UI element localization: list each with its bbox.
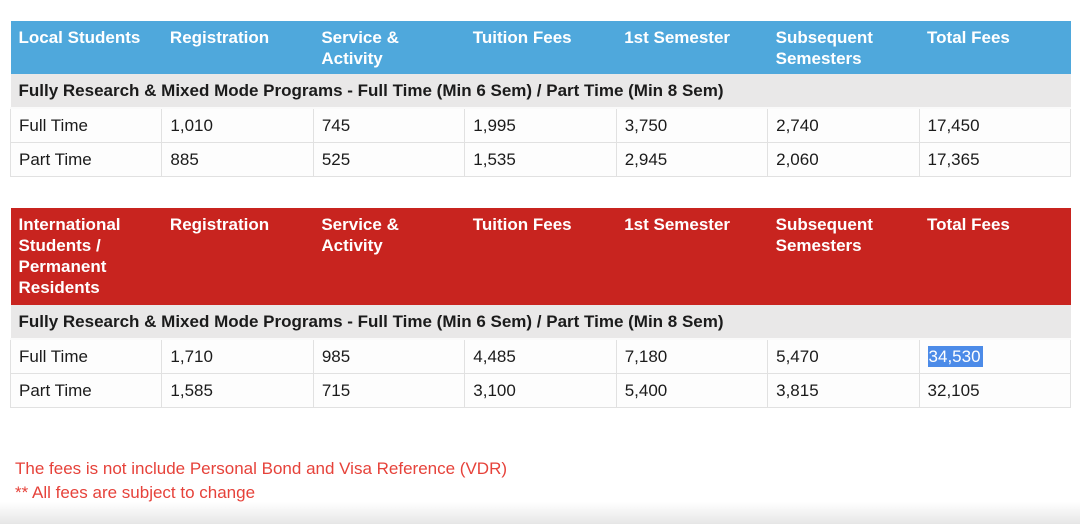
fee-cell: 3,750 — [615, 107, 769, 143]
fee-cell: 4,485 — [464, 338, 617, 374]
fee-cell: 17,450 — [918, 107, 1072, 143]
fee-cell: 5,470 — [767, 338, 920, 374]
program-subheader-row: Fully Research & Mixed Mode Programs - F… — [10, 74, 1071, 109]
fee-cell: 1,535 — [464, 142, 617, 177]
fee-cell: 2,060 — [767, 142, 920, 177]
column-header-local-students: Local Students — [10, 21, 162, 74]
note-vdr: The fees is not include Personal Bond an… — [15, 459, 508, 478]
column-header-tuition-fees: Tuition Fees — [464, 21, 617, 74]
fees-page: Local Students Registration Service & Ac… — [9, 21, 1072, 505]
table-row: Part Time 885 525 1,535 2,945 2,060 17,3… — [9, 142, 1072, 177]
row-label: Full Time — [9, 338, 163, 374]
column-header-registration: Registration — [161, 208, 314, 305]
fee-cell: 2,945 — [615, 142, 769, 177]
program-subheader-text: Fully Research & Mixed Mode Programs - F… — [10, 305, 1071, 340]
column-header-total-fees: Total Fees — [919, 21, 1071, 74]
selected-total-fees-value[interactable]: 34,530 — [927, 346, 983, 367]
row-label: Full Time — [9, 107, 163, 143]
fee-cell: 1,995 — [464, 107, 617, 143]
international-students-header-row: International Students / Permanent Resid… — [10, 208, 1071, 305]
column-header-service-activity: Service & Activity — [313, 21, 465, 74]
fee-cell: 5,400 — [615, 373, 769, 408]
column-header-subsequent-semesters: Subsequent Semesters — [767, 21, 920, 74]
row-label: Part Time — [9, 373, 163, 408]
local-students-header-row: Local Students Registration Service & Ac… — [10, 21, 1071, 74]
table-row: Full Time 1,010 745 1,995 3,750 2,740 17… — [9, 107, 1072, 143]
column-header-registration: Registration — [161, 21, 314, 74]
column-header-1st-semester: 1st Semester — [616, 21, 768, 74]
fee-cell: 885 — [161, 142, 314, 177]
fee-cell: 1,010 — [161, 107, 314, 143]
bottom-page-edge — [0, 502, 1080, 524]
table-row: Part Time 1,585 715 3,100 5,400 3,815 32… — [9, 373, 1072, 408]
column-header-subsequent-semesters: Subsequent Semesters — [767, 208, 920, 305]
fee-cell: 985 — [312, 338, 466, 374]
fee-cell: 34,530 — [918, 338, 1072, 374]
column-header-tuition-fees: Tuition Fees — [464, 208, 617, 305]
program-subheader-text: Fully Research & Mixed Mode Programs - F… — [10, 74, 1071, 109]
international-students-table: International Students / Permanent Resid… — [9, 208, 1072, 408]
fee-cell: 32,105 — [918, 373, 1072, 408]
local-students-table: Local Students Registration Service & Ac… — [9, 21, 1072, 177]
column-header-1st-semester: 1st Semester — [616, 208, 768, 305]
fee-cell: 1,710 — [161, 338, 314, 374]
fee-cell: 3,100 — [464, 373, 617, 408]
program-subheader-row: Fully Research & Mixed Mode Programs - F… — [10, 305, 1071, 340]
column-header-international-students: International Students / Permanent Resid… — [10, 208, 162, 305]
fee-cell: 1,585 — [161, 373, 314, 408]
fee-cell: 3,815 — [767, 373, 920, 408]
fee-cell: 7,180 — [615, 338, 769, 374]
fee-notes: The fees is not include Personal Bond an… — [15, 457, 1071, 505]
table-gap — [10, 177, 1071, 208]
row-label: Part Time — [9, 142, 163, 177]
fee-cell: 17,365 — [918, 142, 1072, 177]
table-row: Full Time 1,710 985 4,485 7,180 5,470 34… — [9, 338, 1072, 374]
fee-cell: 715 — [312, 373, 466, 408]
fee-cell: 525 — [312, 142, 466, 177]
column-header-total-fees: Total Fees — [919, 208, 1071, 305]
fee-cell: 2,740 — [767, 107, 920, 143]
fee-cell: 745 — [312, 107, 466, 143]
column-header-service-activity: Service & Activity — [313, 208, 465, 305]
note-subject-to-change: ** All fees are subject to change — [15, 483, 256, 502]
